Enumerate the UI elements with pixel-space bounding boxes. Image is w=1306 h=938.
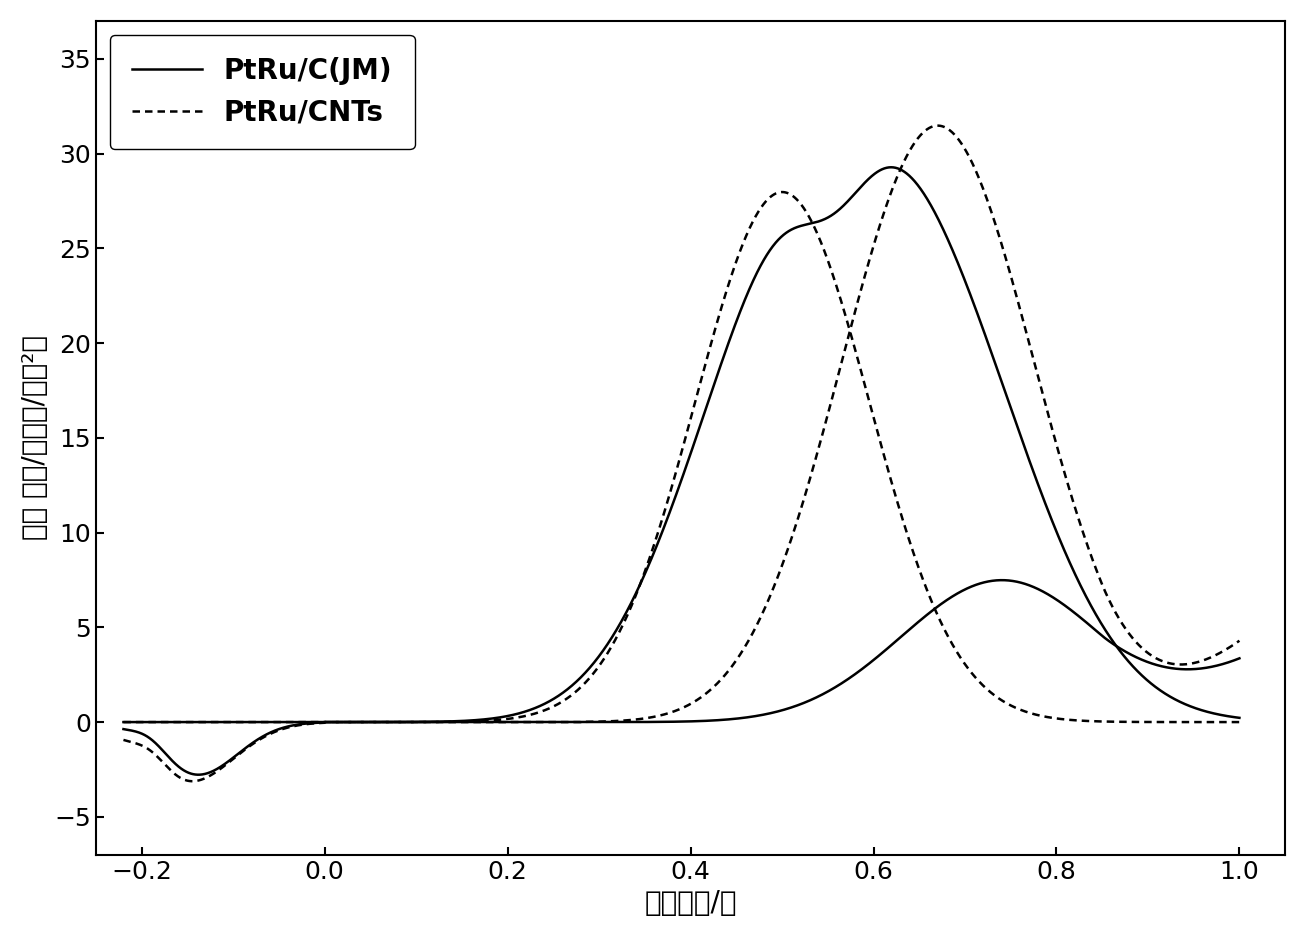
X-axis label: 电极电势/伏: 电极电势/伏 [644,889,737,917]
PtRu/CNTs [1232,717,1247,728]
PtRu/C(JM) [543,694,559,705]
PtRu/CNTs [116,734,132,746]
PtRu/C(JM) [1211,709,1226,720]
PtRu/CNTs [774,187,790,198]
Legend: PtRu/C(JM), PtRu/CNTs: PtRu/C(JM), PtRu/CNTs [110,35,414,149]
PtRu/C(JM) [593,649,609,660]
PtRu/C(JM) [1232,712,1247,723]
PtRu/C(JM) [191,769,206,780]
PtRu/CNTs [593,658,609,670]
PtRu/CNTs [543,702,559,713]
PtRu/CNTs [243,739,259,750]
PtRu/CNTs [310,718,325,729]
PtRu/C(JM) [883,161,899,173]
PtRu/CNTs [1091,716,1106,727]
PtRu/C(JM) [116,723,132,734]
PtRu/C(JM) [310,718,325,729]
PtRu/C(JM) [1091,613,1106,624]
Line: PtRu/CNTs: PtRu/CNTs [124,192,1239,781]
PtRu/CNTs [184,776,200,787]
Line: PtRu/C(JM): PtRu/C(JM) [124,167,1239,775]
Y-axis label: 电流 密度/（毫安/厘米²）: 电流 密度/（毫安/厘米²） [21,335,48,540]
PtRu/CNTs [1211,717,1226,728]
PtRu/C(JM) [243,738,259,749]
